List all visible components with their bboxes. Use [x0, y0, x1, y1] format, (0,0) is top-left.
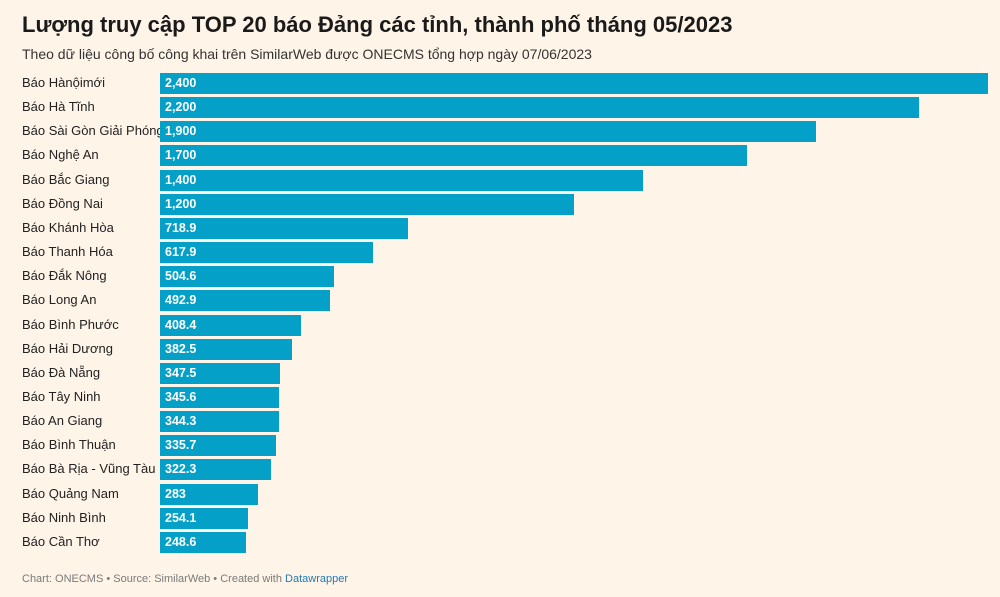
bar-row: Báo Đồng Nai 1,200 [0, 193, 1000, 215]
datawrapper-link[interactable]: Datawrapper [285, 573, 349, 585]
category-label: Báo Bình Thuận [22, 437, 116, 453]
bar-chart: Báo Hànộimới 2,400 Báo Hà Tĩnh 2,200 Báo Sài… [0, 72, 1000, 562]
bar-row: Báo An Giang 344.3 [0, 410, 1000, 433]
bar [160, 362, 280, 384]
value-label: 347.5 [165, 365, 197, 380]
bar-row: Báo Đà Nẵng 347.5 [0, 362, 1000, 384]
category-label: Báo Sài Gòn Giải Phóng [22, 123, 164, 139]
bar [160, 242, 374, 264]
value-label: 504.6 [165, 269, 197, 284]
value-label: 344.3 [165, 414, 197, 429]
bar [160, 290, 331, 312]
bar-row: Báo Đắk Nông 504.6 [0, 265, 1000, 288]
category-label: Báo Đồng Nai [22, 195, 103, 211]
category-label: Báo Hànộimới [22, 75, 105, 90]
bar-row: Báo Long An 492.9 [0, 289, 1000, 312]
bar-row: Báo Bà Rịa - Vũng Tàu 322.3 [0, 458, 1000, 481]
category-label: Báo Khánh Hòa [22, 219, 114, 235]
value-label: 2,400 [165, 76, 197, 90]
category-label: Báo Long An [22, 292, 97, 308]
bar [160, 338, 292, 360]
bar [160, 97, 919, 119]
value-label: 382.5 [165, 341, 197, 356]
value-label: 1,900 [165, 124, 197, 139]
category-label: Báo Cần Thơ [22, 533, 100, 549]
bar [160, 386, 280, 408]
bar [160, 193, 574, 215]
bar-row: Báo Sài Gòn Giải Phóng 1,900 [0, 120, 1000, 143]
bar [160, 266, 335, 288]
bar-row: Báo Ninh Bình 254.1 [0, 507, 1000, 529]
bar [160, 459, 272, 481]
category-label: Báo Quảng Nam [22, 485, 119, 501]
bar [160, 145, 747, 167]
bar [160, 314, 301, 336]
category-label: Báo Tây Ninh [22, 388, 101, 404]
value-label: 335.7 [165, 438, 197, 453]
bar-row: Báo Hải Dương 382.5 [0, 338, 1000, 360]
bar-row: Báo Nghệ An 1,700 [0, 144, 1000, 167]
chart-title: Lượng truy cập TOP 20 báo Đảng các tỉnh,… [22, 12, 733, 37]
category-label: Báo Bà Rịa - Vũng Tàu [22, 461, 156, 477]
bar-row: Báo Khánh Hòa 718.9 [0, 217, 1000, 239]
value-label: 345.6 [165, 389, 197, 404]
value-label: 718.9 [165, 220, 197, 235]
bar-row: Báo Hànộimới 2,400 [0, 72, 1000, 94]
category-label: Báo An Giang [22, 413, 103, 429]
bar [160, 483, 258, 505]
category-label: Báo Bình Phước [22, 316, 119, 332]
bar [160, 531, 246, 553]
value-label: 1,400 [165, 172, 197, 187]
value-label: 617.9 [165, 245, 197, 260]
value-label: 1,200 [165, 196, 197, 211]
bar-row: Báo Quảng Nam 283 [0, 483, 1000, 505]
value-label: 1,700 [165, 148, 197, 163]
bar-row: Báo Hà Tĩnh 2,200 [0, 96, 1000, 119]
bar [160, 435, 276, 457]
footer-credit: Chart: ONECMS • Source: SimilarWeb • Cre… [22, 573, 286, 585]
bar-row: Báo Bắc Giang 1,400 [0, 169, 1000, 191]
category-label: Báo Thanh Hóa [22, 244, 113, 260]
bar-row: Báo Cần Thơ 248.6 [0, 531, 1000, 553]
category-label: Báo Đắk Nông [22, 268, 107, 284]
value-label: 248.6 [165, 534, 197, 549]
bar [160, 507, 248, 529]
value-label: 492.9 [165, 293, 197, 308]
bar-row: Báo Bình Phước 408.4 [0, 314, 1000, 336]
bar [160, 169, 643, 191]
bar [160, 121, 816, 143]
chart-footer: Chart: ONECMS • Source: SimilarWeb • Cre… [22, 573, 348, 585]
category-label: Báo Ninh Bình [22, 509, 106, 525]
value-label: 408.4 [165, 317, 197, 332]
bar [160, 217, 409, 239]
category-label: Báo Hải Dương [22, 340, 113, 356]
value-label: 283 [165, 486, 186, 501]
category-label: Báo Đà Nẵng [22, 364, 101, 380]
bar-row: Báo Tây Ninh 345.6 [0, 386, 1000, 408]
value-label: 2,200 [165, 100, 197, 115]
category-label: Báo Bắc Giang [22, 171, 110, 187]
category-label: Báo Nghệ An [22, 147, 99, 163]
bar [160, 73, 988, 94]
value-label: 322.3 [165, 462, 197, 477]
bar-row: Báo Thanh Hóa 617.9 [0, 241, 1000, 264]
value-label: 254.1 [165, 510, 197, 525]
bar-row: Báo Bình Thuận 335.7 [0, 434, 1000, 457]
category-label: Báo Hà Tĩnh [22, 99, 95, 115]
chart-subtitle: Theo dữ liệu công bố công khai trên Simi… [22, 46, 592, 62]
bar [160, 411, 279, 433]
